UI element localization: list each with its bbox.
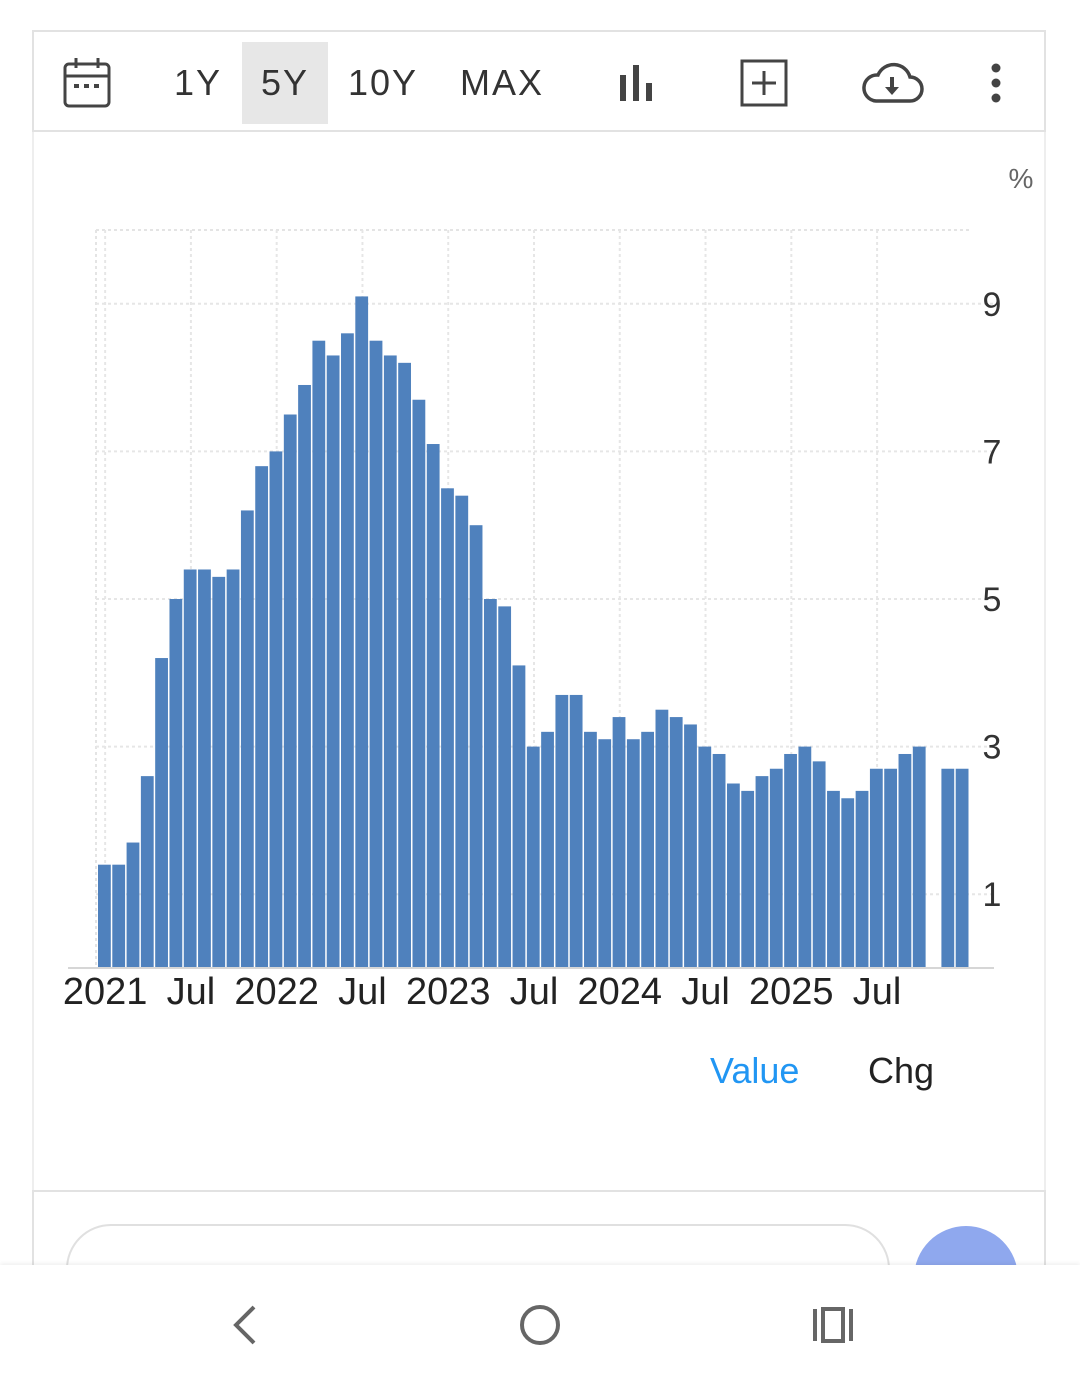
bar	[684, 724, 697, 968]
bar	[898, 753, 912, 968]
cloud-download-icon[interactable]	[854, 42, 930, 124]
bar	[769, 768, 783, 968]
bar	[726, 783, 740, 968]
bar	[283, 414, 297, 968]
more-vert-icon[interactable]	[976, 42, 1016, 124]
legend-value-tab[interactable]: Value	[710, 1050, 800, 1091]
bar	[612, 717, 626, 968]
bar	[741, 790, 755, 968]
bar	[269, 451, 283, 968]
bar	[441, 488, 454, 968]
bar	[512, 665, 526, 968]
bar	[155, 658, 168, 968]
bar	[798, 746, 812, 968]
unit-label: %	[1009, 163, 1034, 194]
chart-panel: % 1 3 5 7 9 2021 Jul 2022 Jul 2023 Jul 2024 Jul 2025 Ju…	[32, 132, 1046, 1192]
bar	[584, 731, 597, 968]
x-tick-label: Jul	[853, 971, 902, 1013]
x-tick-label: 2022	[234, 971, 319, 1013]
bar	[426, 444, 440, 968]
bar	[183, 569, 197, 968]
bar	[884, 768, 898, 968]
bar	[955, 768, 969, 968]
bar	[355, 296, 369, 968]
bar	[383, 355, 397, 968]
bar	[483, 599, 497, 968]
compare-add-icon[interactable]	[732, 42, 796, 124]
bar	[198, 569, 211, 968]
bar	[755, 776, 769, 968]
bar	[226, 569, 240, 968]
range-1y-button[interactable]: 1Y	[173, 62, 223, 103]
bar	[641, 731, 655, 968]
bar	[298, 384, 311, 968]
y-tick-label: 5	[983, 581, 1002, 619]
bar	[569, 694, 583, 968]
range-10y-button[interactable]: 10Y	[347, 62, 419, 103]
bar	[212, 576, 226, 968]
bar	[369, 340, 383, 968]
chart-toolbar: 1Y 5Y 10Y MAX	[32, 30, 1046, 132]
system-nav-bar	[0, 1265, 1080, 1385]
bar	[526, 746, 540, 968]
range-max-button[interactable]: MAX	[459, 62, 544, 103]
legend-chg-tab[interactable]: Chg	[868, 1050, 935, 1091]
bar	[598, 739, 612, 968]
bar	[398, 362, 411, 969]
calendar-icon[interactable]	[56, 42, 118, 124]
x-tick-label: 2023	[406, 971, 491, 1013]
x-tick-label: 2021	[63, 971, 148, 1013]
bar	[669, 717, 683, 968]
bar	[941, 768, 955, 968]
bar-chart-icon[interactable]	[604, 42, 668, 124]
x-tick-label: 2025	[749, 971, 834, 1013]
bar	[455, 495, 469, 968]
bar	[869, 768, 883, 968]
recents-icon[interactable]	[794, 1295, 874, 1355]
y-tick-label: 9	[983, 286, 1002, 324]
bar	[498, 606, 512, 968]
home-icon[interactable]	[500, 1295, 580, 1355]
bar	[655, 709, 669, 968]
bar-chart[interactable]: % 1 3 5 7 9 2021 Jul 2022 Jul 2023 Jul 2024 Jul 2025 Ju…	[34, 132, 1044, 1032]
bar	[812, 761, 826, 968]
x-tick-label: Jul	[167, 971, 216, 1013]
y-tick-label: 7	[983, 433, 1002, 471]
bar	[626, 739, 640, 968]
bar	[126, 842, 140, 968]
bar	[912, 746, 926, 968]
bar	[827, 790, 840, 968]
bar	[412, 399, 426, 968]
range-5y-button[interactable]: 5Y	[242, 42, 328, 124]
back-icon[interactable]	[206, 1295, 286, 1355]
bar	[341, 333, 354, 968]
x-tick-label: Jul	[681, 971, 730, 1013]
bar	[112, 864, 126, 968]
bar	[326, 355, 340, 968]
bar	[541, 731, 554, 968]
bar	[140, 776, 154, 968]
bar	[169, 599, 183, 968]
bar	[712, 753, 726, 968]
bar	[555, 694, 569, 968]
bar	[255, 466, 269, 968]
x-tick-label: Jul	[510, 971, 559, 1013]
x-tick-label: Jul	[338, 971, 387, 1013]
bar	[841, 798, 855, 968]
x-tick-label: 2024	[577, 971, 662, 1013]
bar	[784, 753, 797, 968]
y-tick-label: 3	[983, 729, 1002, 767]
y-tick-label: 1	[983, 876, 1002, 914]
bar	[469, 525, 483, 968]
bar	[855, 790, 869, 968]
bar	[698, 746, 712, 968]
bar	[312, 340, 326, 968]
bar	[240, 510, 254, 968]
bar	[98, 864, 111, 968]
